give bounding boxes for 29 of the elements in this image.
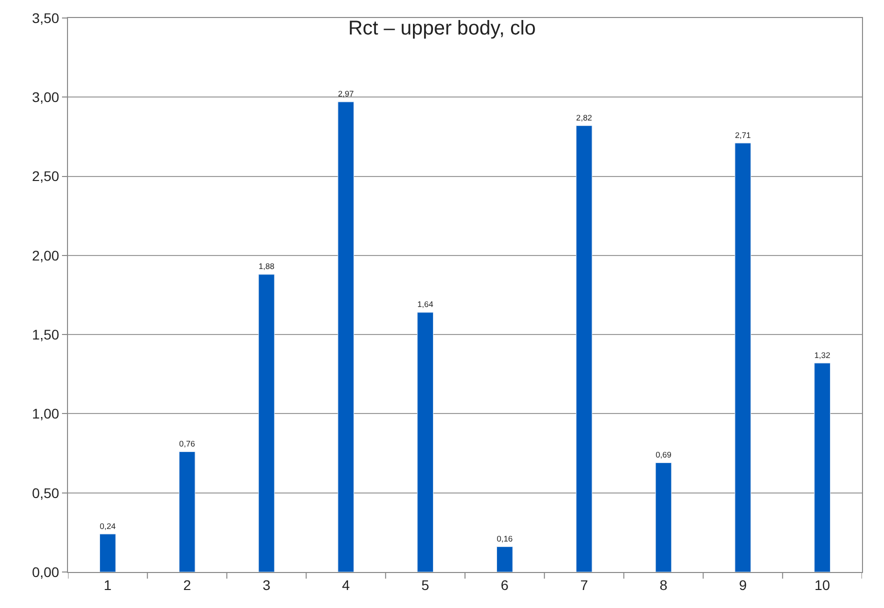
x-tick-label: 6: [500, 576, 509, 593]
bar: [178, 451, 196, 572]
x-tick-label: 7: [580, 576, 588, 593]
bar: [576, 125, 592, 572]
x-tick-label: 2: [183, 576, 192, 593]
x-tick-label: 5: [421, 576, 430, 593]
x-tick-label: 8: [660, 576, 668, 593]
y-tick-label: 2,50: [32, 168, 60, 184]
bar: [655, 462, 672, 572]
bar: [338, 102, 354, 572]
bar: [258, 274, 275, 572]
bar: [734, 142, 752, 572]
y-tick-label: 3,00: [32, 89, 60, 106]
bar: [496, 546, 513, 572]
y-tick-label: 1,50: [32, 326, 60, 342]
y-tick-label: 1,00: [32, 406, 60, 422]
x-tick-label: 3: [262, 576, 271, 593]
x-tick-label: 10: [814, 576, 830, 593]
y-tick-label: 0,50: [32, 484, 60, 501]
y-tick-label: 3,50: [32, 10, 60, 26]
bar: [814, 362, 830, 572]
x-tick-label: 9: [739, 576, 747, 593]
chart-title: Rct – upper body, clo: [348, 17, 536, 40]
bar: [417, 312, 434, 572]
bar: [100, 534, 116, 572]
x-tick-label: 4: [342, 576, 350, 593]
y-tick-label: 0,00: [32, 564, 60, 580]
x-tick-label: 1: [104, 576, 112, 593]
y-tick-label: 2,00: [32, 247, 60, 264]
